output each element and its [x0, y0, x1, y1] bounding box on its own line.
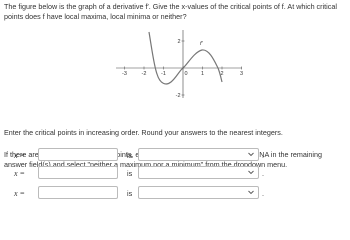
answer-input[interactable] [38, 186, 118, 199]
answer-input[interactable] [38, 148, 118, 161]
x-label: x = [14, 169, 25, 178]
x-tick-label: 3 [240, 71, 243, 77]
answer-row: x = is. [0, 186, 350, 200]
x-tick-label: -3 [122, 71, 127, 77]
curve-label: f′ [200, 41, 204, 47]
chevron [248, 152, 254, 157]
answer-input[interactable] [38, 166, 118, 179]
page: The figure below is the graph of a deriv… [0, 2, 350, 200]
x-tick-label: 0 [184, 71, 187, 77]
x-tick-label: -2 [142, 71, 147, 77]
graph: -3 -2 -1 0 1 2 3 2 -2 f′ [116, 30, 243, 99]
period: . [262, 169, 264, 178]
connector: is [127, 151, 133, 160]
intro: The figure below is the graph of a deriv… [4, 2, 337, 21]
connector: is [127, 189, 133, 198]
y-tick-label: 2 [177, 39, 180, 45]
period: . [262, 151, 264, 160]
y-tick-label: -2 [176, 93, 181, 99]
type-dropdown[interactable] [138, 148, 259, 161]
x-label: x = [14, 189, 25, 198]
connector: is [127, 169, 133, 178]
x-label: x = [14, 151, 25, 160]
answer-row: x = is. [0, 148, 350, 162]
period: . [262, 189, 264, 198]
instruction: Enter the critical points in increasing … [4, 128, 283, 137]
answer-row: x = is. [0, 166, 350, 180]
type-dropdown[interactable] [138, 186, 259, 199]
x-tick-label: 1 [201, 71, 204, 77]
x-tick-label: 2 [220, 71, 223, 77]
type-dropdown[interactable] [138, 166, 259, 179]
chevron [248, 190, 254, 195]
x-tick-label: -1 [161, 71, 166, 77]
chevron [248, 170, 254, 175]
